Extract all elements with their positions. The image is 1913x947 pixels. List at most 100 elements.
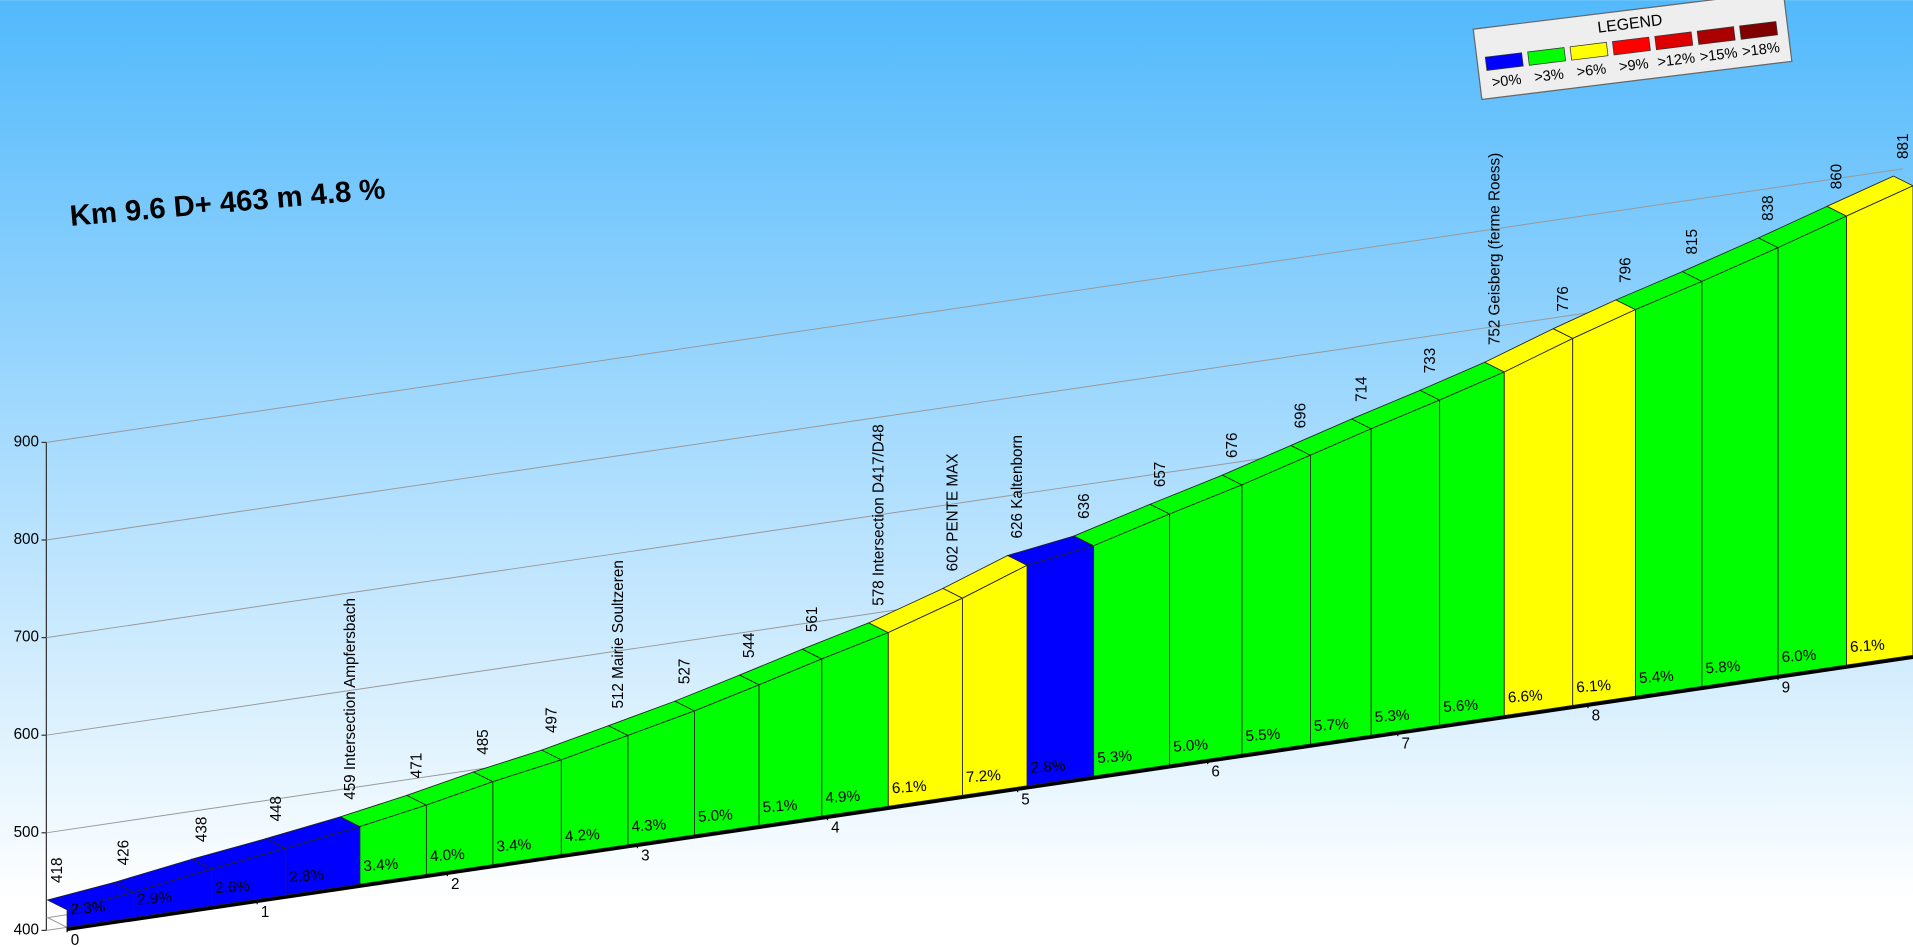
segment-face: [1169, 484, 1243, 766]
elevation-label: 714: [1353, 376, 1370, 402]
gradient-label: 5.3%: [1374, 707, 1410, 726]
baseline: [66, 654, 1913, 931]
elevation-label: 696: [1292, 403, 1309, 428]
x-tick-label: 6: [1211, 764, 1219, 781]
segment-face: [1370, 399, 1441, 736]
x-tick-label: 4: [831, 820, 840, 837]
gradient-label: 5.3%: [1097, 748, 1133, 767]
gradient-label: 3.4%: [363, 856, 399, 875]
x-tick-label: 8: [1592, 708, 1600, 725]
gradient-label: 3.4%: [496, 836, 532, 855]
elevation-label: 459 Intersection Ampfersbach: [342, 598, 359, 800]
legend-label: >15%: [1699, 45, 1738, 65]
labels: 2.3% 2.9% 2.6% 2.8% 3.4% 4.0% 3.4% 4.2% 4.3% 5.0%…: [49, 134, 1912, 947]
elevation-label: 657: [1152, 462, 1169, 487]
segment-face: [1701, 247, 1779, 687]
elevation-label: 636: [1076, 493, 1093, 518]
elevation-label: 881: [1895, 134, 1912, 159]
x-tick-label: 7: [1401, 736, 1409, 753]
y-tick-label: 500: [14, 824, 39, 841]
gradient-label: 5.0%: [1173, 736, 1209, 755]
segment-face: [1241, 454, 1311, 755]
x-tick-label: 9: [1782, 680, 1790, 697]
gradient-label: 4.3%: [631, 816, 667, 835]
x-tick-label: 2: [451, 876, 459, 893]
elevation-label: 418: [49, 857, 66, 882]
gradient-label: 2.6%: [215, 878, 251, 897]
legend-label: >0%: [1491, 72, 1522, 91]
elevation-label: 448: [268, 796, 285, 821]
legend-swatch: [1569, 41, 1609, 61]
gradient-label: 2.8%: [1030, 757, 1066, 776]
gradient-label: 2.9%: [137, 889, 173, 908]
legend-label: >6%: [1576, 61, 1607, 80]
elevation-label: 676: [1224, 433, 1241, 458]
gradient-label: 4.2%: [564, 826, 600, 845]
x-tick-label: 0: [71, 932, 79, 947]
elevation-label: 544: [741, 632, 758, 658]
elevation-label: 733: [1422, 348, 1439, 373]
y-tick-label: 800: [14, 531, 39, 548]
segment-face: [1635, 280, 1703, 697]
legend-label: >9%: [1618, 56, 1649, 75]
gradient-label: 5.6%: [1443, 697, 1479, 716]
x-tick-label: 1: [261, 904, 269, 921]
legend: LEGEND >0% >3% >6% >9% >12% >15% >18%: [1472, 0, 1793, 101]
gradient-label: 5.5%: [1245, 726, 1281, 745]
segment-face: [1572, 308, 1636, 706]
elevation-label: 626 Kaltenborn: [1009, 435, 1026, 538]
segment-face: [1777, 215, 1847, 676]
segment-face: [1310, 428, 1372, 745]
y-tick-label: 900: [14, 433, 39, 450]
gradient-label: 6.1%: [891, 778, 927, 797]
segment-face: [962, 564, 1028, 796]
segment-face: [1846, 185, 1913, 666]
grid-line: [46, 168, 1904, 443]
elevation-label: 426: [116, 840, 133, 865]
gradient-label: 6.0%: [1781, 647, 1817, 666]
elevation-label: 497: [543, 708, 560, 733]
legend-swatch: [1696, 26, 1736, 45]
elevation-label: 471: [409, 753, 426, 778]
profile: [46, 175, 1913, 928]
gradient-label: 7.2%: [966, 767, 1002, 786]
legend-label: >3%: [1533, 67, 1564, 86]
elevation-label: 561: [804, 607, 821, 632]
elevation-label: 485: [475, 729, 492, 754]
segment-face: [887, 597, 963, 807]
legend-swatch: [1612, 36, 1651, 56]
gradient-label: 4.9%: [825, 788, 861, 807]
segment-face: [1093, 513, 1171, 777]
elevation-label: 512 Mairie Soultzeren: [610, 560, 627, 708]
gradient-label: 6.1%: [1849, 637, 1885, 656]
gradient-label: 5.0%: [697, 806, 733, 825]
gradient-label: 2.8%: [289, 867, 325, 886]
y-tick-label: 600: [14, 726, 39, 743]
legend-swatch: [1484, 52, 1524, 71]
legend-label: >18%: [1741, 40, 1780, 60]
legend-label: >12%: [1656, 50, 1695, 70]
gradient-label: 6.1%: [1576, 677, 1612, 696]
elevation-label: 796: [1618, 257, 1635, 282]
elevation-label: 438: [194, 817, 211, 842]
segment-face: [1503, 337, 1574, 717]
elevation-label: 578 Intersection D417/D48: [870, 424, 887, 605]
legend-swatch: [1739, 21, 1778, 40]
elevation-label: 838: [1760, 195, 1777, 220]
gradient-label: 5.4%: [1638, 668, 1674, 687]
segment-face: [1026, 545, 1095, 787]
legend-swatch: [1654, 31, 1694, 51]
gradient-label: 5.8%: [1705, 658, 1741, 677]
elevation-label: 527: [677, 659, 694, 684]
gradient-label: 5.7%: [1313, 716, 1349, 735]
elevation-label: 860: [1829, 164, 1846, 189]
x-tick-label: 5: [1021, 792, 1029, 809]
elevation-label: 752 Geisberg (ferme Roess): [1486, 153, 1503, 345]
elevation-label: 602 PENTE MAX: [945, 454, 962, 572]
y-tick-label: 400: [14, 921, 39, 938]
y-tick-label: 700: [14, 629, 39, 646]
elevation-label: 815: [1684, 229, 1701, 254]
gradient-label: 5.1%: [762, 797, 798, 816]
